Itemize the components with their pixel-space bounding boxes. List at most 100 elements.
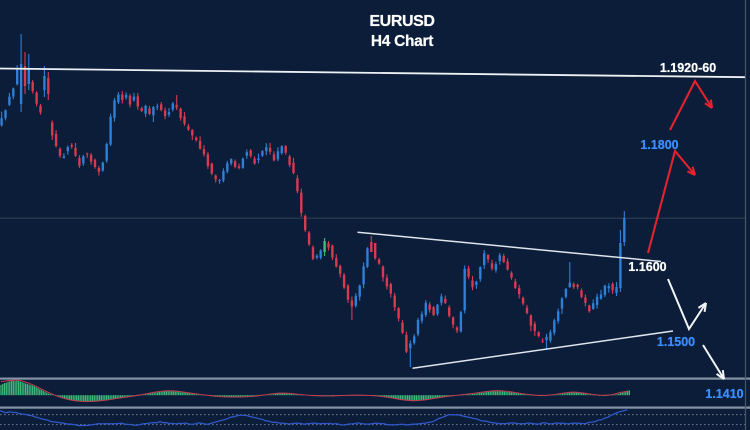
candle-body [195,137,198,141]
histogram-bar [179,392,182,396]
histogram-bar [556,394,558,396]
candle-body [156,106,159,108]
candle-body [389,284,392,294]
price-label-1-1800: 1.1800 [640,137,679,152]
candle-body [39,105,42,113]
candle-body [167,112,171,115]
histogram-bar [584,393,586,396]
candle-body [288,156,291,166]
histogram-bar [169,391,171,396]
candle-body [588,305,591,312]
histogram-bar [153,392,155,396]
histogram-bar [148,393,150,396]
arrowhead-barb [704,102,713,109]
candle-body [623,218,626,242]
histogram-bar [107,395,110,400]
histogram-bar [422,395,425,401]
histogram-bar [517,393,520,396]
candle-body [510,272,513,278]
histogram-bar [498,391,500,396]
oscillator-layer [0,408,746,427]
candle-body [533,323,536,331]
candle-body [607,286,610,289]
histogram-bar [98,395,101,401]
candle-body [413,336,416,343]
price-label-1-1500: 1.1500 [656,335,696,349]
candle-body [144,105,147,114]
histogram-bar [176,391,178,396]
histogram-bar [398,395,400,400]
histogram-bar [63,395,66,399]
histogram-bar [466,394,469,396]
histogram-bar [472,393,474,396]
histogram-bar [442,395,444,398]
candle-body [467,268,470,277]
histogram-bar [220,395,222,397]
histogram-bar [523,394,525,396]
histogram-bar [67,395,69,400]
candle-body [564,289,568,297]
resistance-line-layer [0,67,747,79]
histogram-bar [479,392,481,396]
bear-bounce-arrow [667,278,707,332]
histogram-bar [237,395,240,398]
histogram-bar [470,394,472,396]
candle-body [580,290,583,297]
histogram-bar [116,395,118,399]
histogram-bar [406,395,409,401]
upper-descending-trendline [357,231,662,263]
candle-body [175,104,178,108]
candle-body [16,68,19,85]
histogram-bar [628,390,630,396]
histogram-bar [276,393,278,396]
histogram-bar [565,393,567,396]
histogram-bar [23,382,25,396]
histogram-bar [167,391,169,396]
candle-body [595,296,599,305]
candle-body [377,259,381,264]
candle-body [284,146,287,153]
histogram-bar [489,391,491,396]
candle-body [183,116,186,124]
histogram-bar [128,395,131,397]
histogram-bar [112,395,115,399]
histogram-bar [222,395,224,397]
candle-body [327,243,330,248]
histogram-bar [269,394,271,396]
candle-body [62,156,66,158]
bull-leg-2-arrow [669,78,713,131]
trendlines-layer [357,231,674,369]
candle-body [529,315,533,326]
histogram-bar [149,393,152,396]
histogram-bar [512,392,514,396]
candle-body [272,154,276,161]
candle-body [331,245,334,258]
histogram-bar [572,392,574,396]
histogram-bar [285,393,287,396]
candle-body [339,266,342,274]
candle-body [459,312,463,332]
candles-layer [0,34,626,367]
candle-body [362,266,365,285]
candle-body [82,156,85,164]
candle-body [615,287,618,293]
candle-body [8,96,11,105]
histogram-bar [243,395,245,398]
histogram-bar [60,395,62,398]
histogram-bar [288,393,291,396]
histogram-bar [104,395,106,401]
candle-body [381,266,385,278]
candle-body [160,104,163,110]
histogram-bar [514,392,516,396]
lower-ascending-trendline [412,330,674,369]
histogram-bar [385,395,388,398]
histogram-bar [125,395,127,398]
histogram-bar [91,395,94,402]
candle-body [568,282,571,288]
candle-body [19,64,23,104]
histogram-bar [278,393,280,396]
macd-histogram-layer [0,379,630,403]
